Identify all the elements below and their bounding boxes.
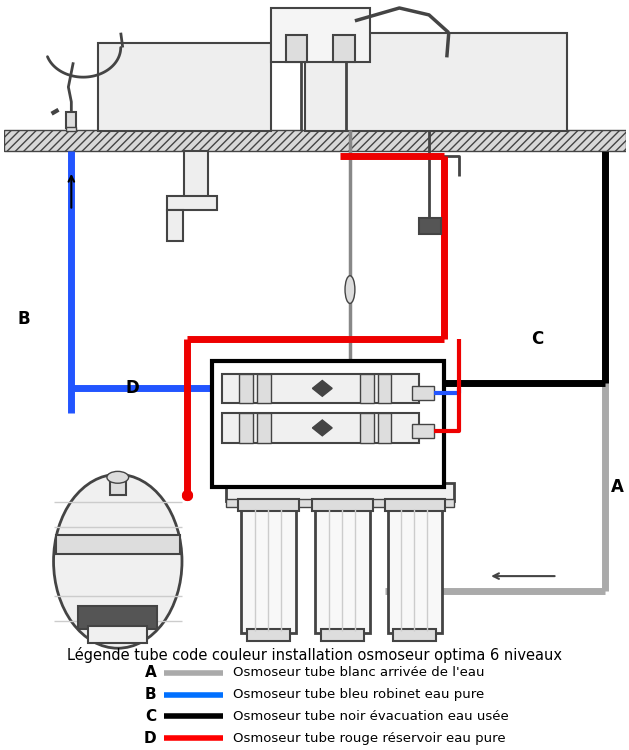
- Bar: [384, 499, 445, 511]
- Bar: [67, 112, 76, 128]
- Bar: [377, 374, 391, 404]
- Bar: [221, 374, 419, 404]
- Bar: [98, 43, 271, 131]
- Text: C: C: [532, 330, 544, 348]
- Bar: [239, 374, 253, 404]
- Bar: [167, 196, 216, 209]
- Bar: [412, 386, 434, 400]
- Bar: [4, 130, 626, 152]
- Bar: [226, 483, 454, 501]
- Text: D: D: [144, 730, 157, 746]
- Text: B: B: [18, 310, 30, 328]
- Bar: [271, 8, 370, 62]
- Bar: [221, 413, 419, 442]
- Bar: [257, 413, 271, 442]
- Bar: [412, 424, 434, 438]
- Bar: [184, 152, 208, 201]
- Ellipse shape: [345, 276, 355, 304]
- Bar: [211, 361, 444, 488]
- Bar: [333, 34, 355, 62]
- Bar: [167, 209, 183, 242]
- Text: A: A: [145, 665, 156, 680]
- Text: A: A: [611, 478, 624, 496]
- Bar: [257, 374, 271, 404]
- Text: Osmoseur tube blanc arrivée de l'eau: Osmoseur tube blanc arrivée de l'eau: [233, 667, 485, 680]
- Bar: [360, 374, 374, 404]
- Text: Osmoseur tube bleu robinet eau pure: Osmoseur tube bleu robinet eau pure: [233, 688, 484, 701]
- Bar: [419, 218, 441, 234]
- Bar: [360, 413, 374, 442]
- Polygon shape: [313, 380, 332, 396]
- Bar: [377, 413, 391, 442]
- Bar: [313, 499, 373, 511]
- Bar: [306, 33, 567, 131]
- Text: Légende tube code couleur installation osmoseur optima 6 niveaux: Légende tube code couleur installation o…: [67, 647, 562, 663]
- Text: Osmoseur tube noir évacuation eau usée: Osmoseur tube noir évacuation eau usée: [233, 710, 509, 723]
- Bar: [55, 535, 180, 554]
- Bar: [242, 505, 296, 634]
- Bar: [238, 499, 299, 511]
- Ellipse shape: [53, 474, 182, 648]
- Bar: [67, 127, 76, 131]
- Polygon shape: [313, 420, 332, 436]
- Bar: [226, 499, 454, 507]
- Bar: [247, 629, 290, 641]
- Text: Osmoseur tube rouge réservoir eau pure: Osmoseur tube rouge réservoir eau pure: [233, 732, 506, 745]
- Bar: [286, 34, 308, 62]
- Bar: [110, 482, 126, 495]
- Bar: [321, 629, 364, 641]
- Bar: [393, 629, 436, 641]
- Ellipse shape: [107, 472, 129, 483]
- Text: B: B: [145, 687, 156, 702]
- Bar: [239, 413, 253, 442]
- Bar: [315, 505, 370, 634]
- Bar: [88, 626, 147, 644]
- Text: C: C: [145, 709, 156, 724]
- Bar: [78, 606, 157, 629]
- Text: D: D: [126, 380, 140, 398]
- Bar: [387, 505, 442, 634]
